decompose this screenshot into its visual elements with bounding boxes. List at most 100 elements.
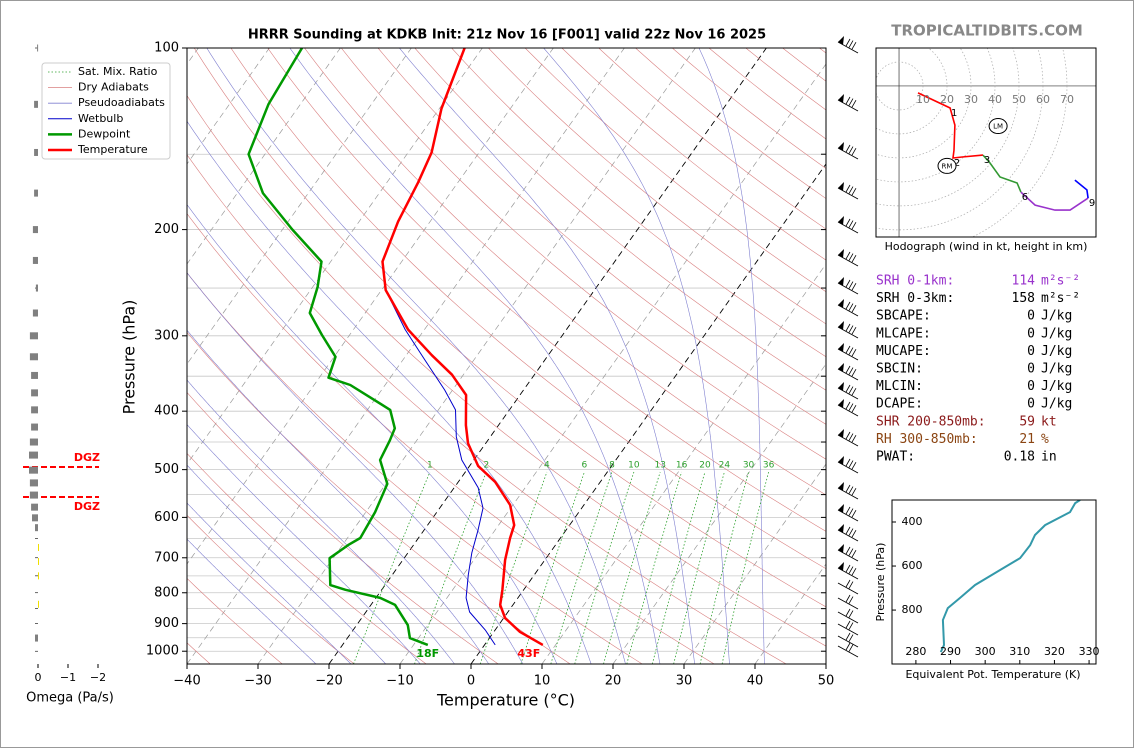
thetae-y-tick-label: 600 (902, 559, 923, 572)
hodo-ring-label: 50 (1012, 93, 1026, 106)
thetae-line (939, 500, 1081, 653)
wind-barb (837, 594, 859, 610)
barb-pennant (838, 94, 844, 103)
y-axis-label: Pressure (hPa) (120, 300, 139, 415)
barb-feather (848, 386, 854, 394)
barb-feather (845, 251, 851, 260)
barb-feather (845, 279, 851, 288)
barb-feather (848, 610, 854, 618)
dgz-label: DGZ (74, 500, 100, 513)
legend-label: Sat. Mix. Ratio (78, 65, 158, 78)
wind-barb (837, 343, 859, 361)
hodo-height-label: 6 (1022, 192, 1028, 203)
mixing-ratio-label: 16 (676, 461, 688, 471)
barb-feather (848, 486, 854, 494)
x-tick-label: 40 (747, 674, 764, 689)
mixing-ratio-line (699, 471, 749, 664)
barb-feather (848, 40, 854, 48)
index-label: SBCAPE: (876, 309, 931, 324)
thetae-x-tick-label: 310 (1009, 645, 1030, 658)
dgz-label: DGZ (74, 451, 100, 464)
dry-adiabat (598, 48, 826, 230)
mixing-ratio-line (479, 471, 548, 664)
barb-pennant (838, 544, 844, 553)
barb-feather (851, 100, 857, 108)
mixing-ratio-label: 2 (483, 461, 489, 471)
index-label: PWAT: (876, 450, 915, 465)
barb-feather (845, 632, 851, 641)
barb-feather (848, 98, 854, 106)
barb-feather (845, 431, 851, 440)
barb-feather (851, 462, 857, 470)
mixing-ratio-label: 8 (609, 461, 615, 471)
mixing-ratio-label: 20 (699, 461, 711, 471)
index-unit: J/kg (1041, 326, 1072, 341)
wind-barb (837, 249, 859, 267)
omega-bar (38, 557, 39, 565)
hodo-ring-label: 30 (964, 93, 978, 106)
barb-feather (851, 255, 857, 263)
index-value: 59 (1019, 414, 1035, 429)
y-tick-label: 500 (154, 462, 179, 477)
x-tick-label: 30 (676, 674, 693, 689)
barb-feather (848, 403, 854, 411)
legend-label: Wetbulb (78, 112, 123, 125)
index-unit: J/kg (1041, 344, 1072, 359)
hodo-segment (917, 92, 984, 159)
hodo-ring (876, 48, 948, 135)
index-label: RH 300-850mb: (876, 432, 978, 447)
barb-feather (851, 568, 857, 576)
x-tick-label: −40 (173, 674, 200, 689)
mixing-ratio-line (673, 471, 725, 664)
wind-barb (837, 321, 859, 339)
x-tick-label: −30 (244, 674, 271, 689)
dry-adiabat (187, 272, 643, 664)
thetae-x-label: Equivalent Pot. Temperature (K) (905, 668, 1080, 681)
barb-feather (845, 484, 851, 493)
index-unit: J/kg (1041, 309, 1072, 324)
hodo-ring (876, 61, 924, 111)
barb-feather (845, 401, 851, 410)
surface-label: 18F (416, 647, 439, 660)
barb-feather (848, 460, 854, 468)
isotherm (187, 48, 625, 664)
mixing-ratio-label: 13 (655, 461, 666, 471)
hodo-ring-label: 60 (1036, 93, 1050, 106)
barb-feather (851, 388, 857, 396)
barb-feather (848, 581, 854, 589)
barb-pennant (838, 482, 844, 491)
omega-bar (31, 423, 38, 431)
barb-pennant (838, 182, 844, 191)
omega-bar (32, 256, 38, 264)
hodo-height-label: 3 (984, 155, 990, 166)
dry-adiabat (451, 48, 826, 358)
omega-bar (34, 100, 38, 108)
omega-bar (34, 148, 38, 156)
dry-adiabat (187, 514, 355, 664)
legend-label: Dry Adiabats (78, 81, 149, 94)
index-value: 158 (1012, 291, 1035, 306)
hodo-ring (876, 48, 1044, 231)
omega-x-tick-label: −2 (90, 671, 106, 684)
wind-barb (837, 382, 859, 400)
barb-pennant (838, 216, 844, 225)
thetae-x-tick-label: 320 (1044, 645, 1065, 658)
hodograph-caption: Hodograph (wind in kt, height in km) (885, 240, 1088, 253)
barb-feather (851, 305, 857, 313)
pseudoadiabat (187, 379, 455, 664)
barb-feather (851, 510, 857, 518)
barb-feather (848, 596, 854, 604)
barb-feather (851, 283, 857, 291)
pseudoadiabat (206, 48, 626, 664)
legend-label: Dewpoint (78, 127, 131, 140)
watermark: TROPICALTIDBITS.COM (891, 22, 1083, 40)
barb-pennant (838, 142, 844, 151)
legend: Sat. Mix. Ratio Dry Adiabats Pseudoadiabat… (41, 62, 171, 160)
barb-feather (845, 96, 851, 105)
index-value: 0 (1027, 379, 1035, 394)
barb-feather (848, 622, 854, 630)
barb-feather (848, 186, 854, 194)
legend-label: Pseudoadiabats (78, 96, 165, 109)
hodo-ring-label: 20 (940, 93, 954, 106)
